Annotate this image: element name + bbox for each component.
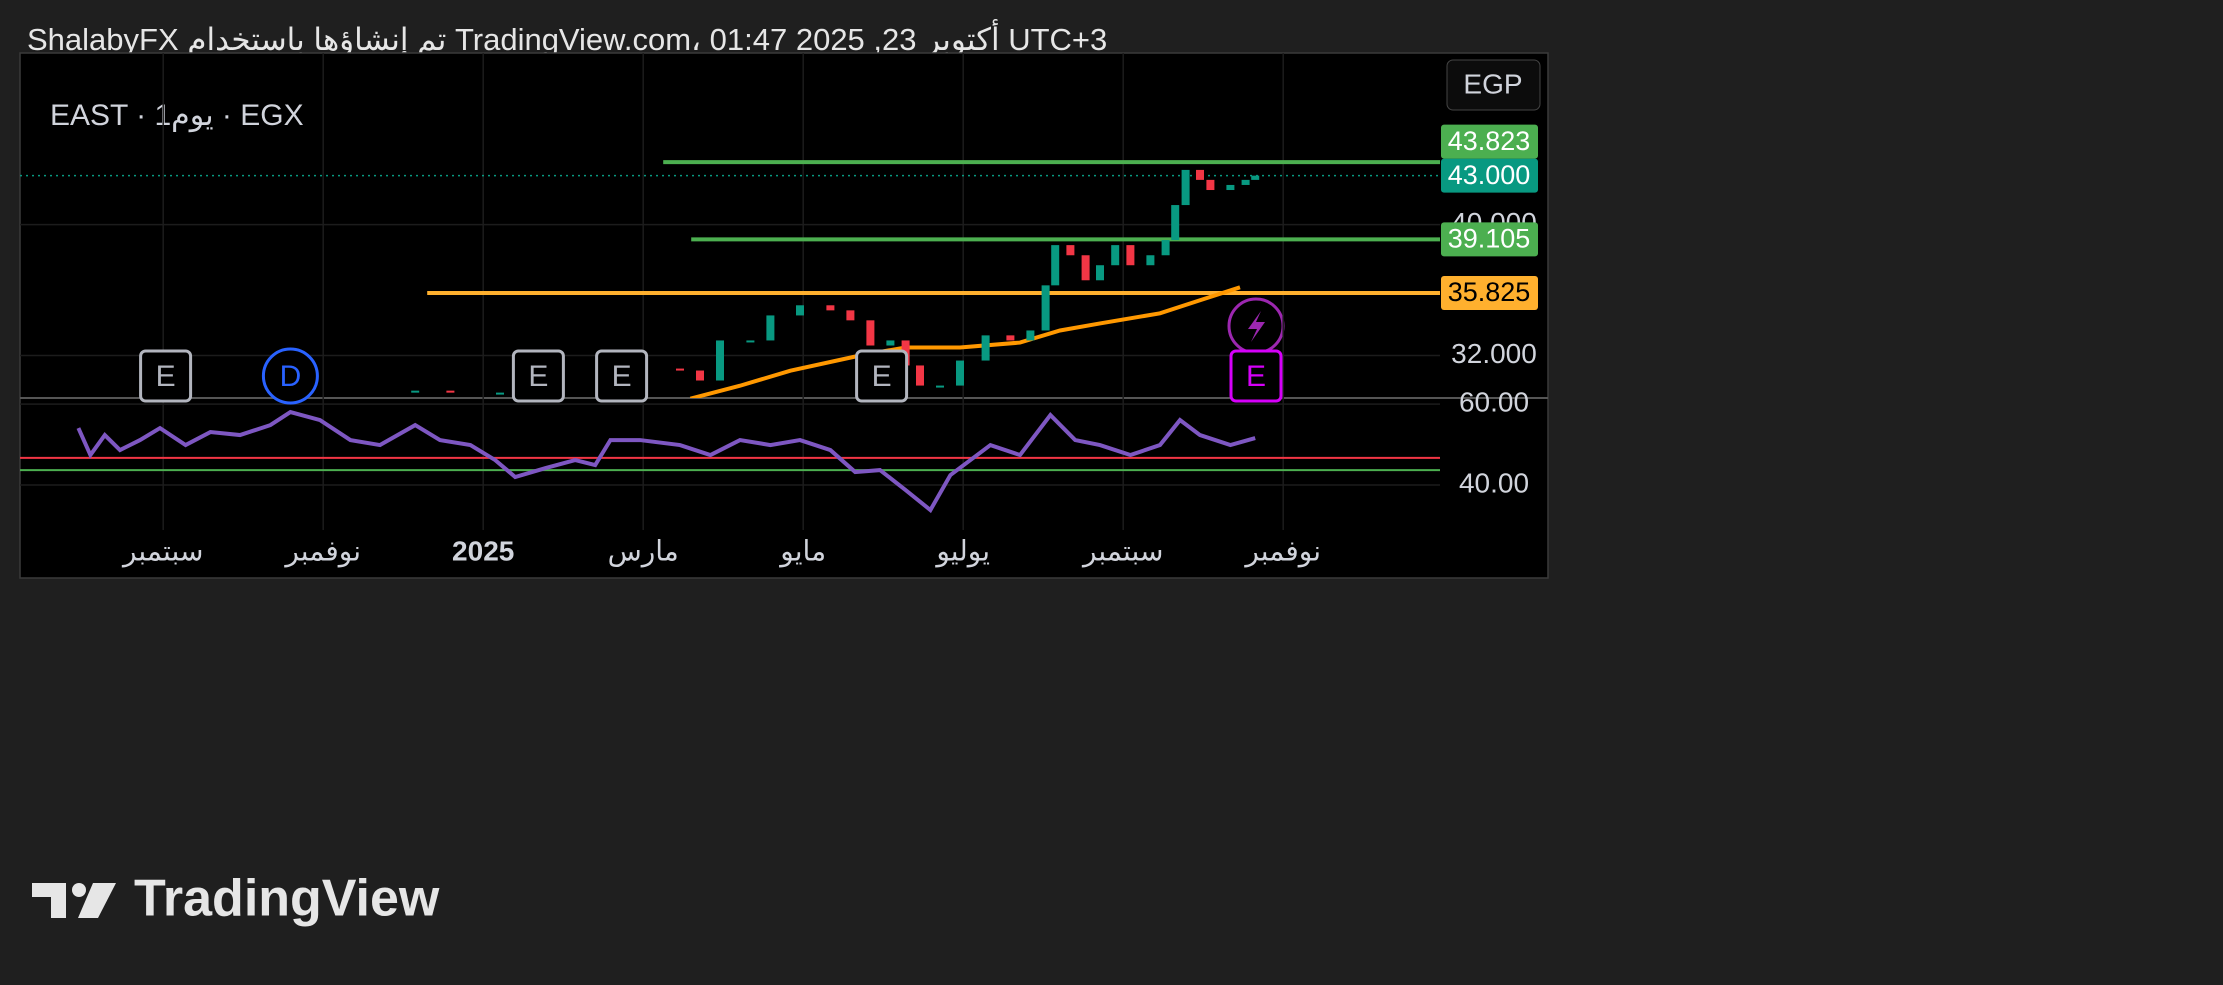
candle xyxy=(1251,175,1260,180)
candle xyxy=(746,340,755,343)
symbol: EAST · 1يوم · EGX xyxy=(50,99,304,132)
price-label-box xyxy=(1441,275,1538,310)
x-tick-label: 2025 xyxy=(452,535,514,566)
candle xyxy=(1111,245,1120,266)
candle xyxy=(766,315,775,341)
candle xyxy=(1006,335,1015,341)
event-label: E xyxy=(1246,360,1266,393)
candle xyxy=(446,390,455,393)
event-label: E xyxy=(872,360,892,393)
candle xyxy=(676,368,684,371)
candle xyxy=(1206,179,1215,191)
event-marker xyxy=(855,349,909,403)
candle xyxy=(411,390,420,393)
price-label: 43.000 xyxy=(1448,160,1531,190)
x-tick-label: يوليو xyxy=(934,535,990,567)
event-label: E xyxy=(156,360,176,393)
price-label-box xyxy=(1441,124,1538,159)
x-tick-label: نوفمبر xyxy=(283,535,361,567)
x-tick-label: سبتمبر xyxy=(1081,535,1163,567)
x-tick-label: مارس xyxy=(608,535,679,567)
x-tick-label: سبتمبر xyxy=(121,535,203,567)
candle xyxy=(936,385,944,388)
candle xyxy=(1081,255,1090,281)
event-marker xyxy=(1229,349,1283,403)
price-label: 43.823 xyxy=(1448,126,1531,156)
rsi-pane xyxy=(20,398,1440,530)
candle xyxy=(1026,330,1035,341)
candle xyxy=(1096,265,1104,281)
candle xyxy=(696,370,704,381)
price-label-box xyxy=(1441,222,1538,257)
candle xyxy=(1146,255,1155,266)
price-label-box xyxy=(1441,158,1538,193)
candle xyxy=(1161,240,1170,256)
candle xyxy=(1226,184,1235,191)
event-marker xyxy=(139,349,193,403)
candle xyxy=(826,305,835,311)
candle xyxy=(716,340,724,381)
moving-average xyxy=(689,285,1241,398)
event-marker xyxy=(595,349,649,403)
price-label: 35.825 xyxy=(1448,277,1531,307)
candle xyxy=(866,320,875,346)
candle xyxy=(1171,205,1180,241)
chart-panel xyxy=(19,52,1549,579)
rsi-line xyxy=(76,409,1256,514)
event-marker xyxy=(511,349,565,403)
candle xyxy=(981,335,990,361)
price-pane xyxy=(20,53,1440,398)
y-tick-label: 40.00 xyxy=(1459,467,1529,498)
y-tick-label: 60.00 xyxy=(1459,386,1529,417)
x-tick-label: مايو xyxy=(778,535,826,567)
event-marker xyxy=(261,347,319,405)
candle xyxy=(1126,245,1135,266)
candle xyxy=(886,340,895,346)
candle xyxy=(1181,169,1190,206)
logo-text: TradingView xyxy=(134,870,440,928)
x-tick-label: نوفمبر xyxy=(1243,535,1321,567)
candle xyxy=(1196,169,1204,180)
currency: EGP xyxy=(1463,68,1522,99)
y-tick-label: 32.000 xyxy=(1451,338,1537,369)
candle xyxy=(1241,179,1250,185)
candle xyxy=(796,305,804,316)
candle xyxy=(916,365,924,386)
candle xyxy=(496,392,504,395)
currency-button[interactable] xyxy=(1446,59,1541,111)
candle xyxy=(846,310,855,321)
candle xyxy=(1041,285,1050,331)
price-label: 39.105 xyxy=(1448,223,1531,253)
header: ShalabyFX تم إنشاؤها باستخدام TradingVie… xyxy=(27,19,1107,58)
event-label: E xyxy=(612,360,632,393)
candle xyxy=(1051,245,1060,286)
event-label: E xyxy=(528,360,548,393)
event-label: D xyxy=(280,360,302,393)
axes: سبتمبر نوفمبر 2025 مارس مايو يوليو سبتمبر نوفمب… xyxy=(121,124,1538,567)
tradingview-logo xyxy=(32,883,116,918)
candle xyxy=(956,360,964,386)
candle xyxy=(1066,245,1075,256)
